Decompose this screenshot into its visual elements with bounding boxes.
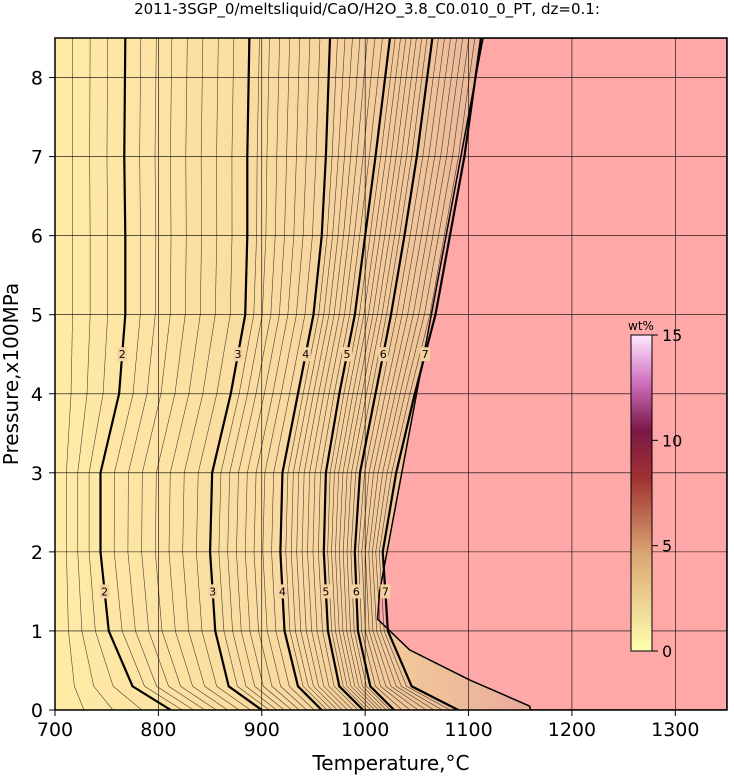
contour-label-bg xyxy=(300,347,311,362)
colorbar-tick-label: 0 xyxy=(662,642,672,661)
minor-contour xyxy=(358,38,439,710)
contour-label-bg xyxy=(99,584,110,599)
minor-contour xyxy=(218,38,270,710)
minor-contour xyxy=(244,38,292,710)
x-tick-label: 700 xyxy=(37,719,73,741)
y-tick-label: 3 xyxy=(31,463,43,485)
contour-label-bg xyxy=(380,584,391,599)
contour-label-bg xyxy=(378,347,389,362)
colorbar xyxy=(630,334,653,652)
minor-contour xyxy=(285,38,338,710)
contour-label: 6 xyxy=(380,348,387,361)
contour-label-bg xyxy=(207,584,218,599)
minor-contour xyxy=(339,38,412,710)
minor-contour xyxy=(253,38,301,710)
minor-contour xyxy=(236,38,285,710)
minor-contour xyxy=(271,38,321,710)
y-tick-label: 4 xyxy=(31,384,43,406)
colorbar-label: wt% xyxy=(628,319,654,333)
y-axis-label: Pressure,x100MPa xyxy=(0,283,23,465)
minor-contour xyxy=(361,38,445,710)
contour-label: 3 xyxy=(209,585,216,598)
x-tick-label: 1300 xyxy=(651,719,699,741)
contour-line xyxy=(99,38,172,710)
y-tick-label: 5 xyxy=(31,305,43,327)
contour-label: 4 xyxy=(302,348,309,361)
y-tick-label: 0 xyxy=(31,700,43,722)
x-tick-label: 900 xyxy=(244,719,280,741)
minor-contour xyxy=(182,38,240,710)
x-tick-label: 800 xyxy=(140,719,176,741)
contour-line xyxy=(279,38,332,710)
minor-contour xyxy=(375,38,470,710)
minor-contour xyxy=(154,38,217,710)
chart-title: 2011-3SGP_0/meltsliquid/CaO/H2O_3.8_C0.0… xyxy=(134,0,600,19)
minor-contour xyxy=(301,38,361,710)
contour-line xyxy=(322,38,392,710)
y-tick-label: 7 xyxy=(31,147,43,169)
contour-line xyxy=(208,38,263,710)
contour-label-bg xyxy=(277,584,288,599)
contour-label-bg xyxy=(420,347,431,362)
minor-contour xyxy=(371,38,464,710)
minor-contour xyxy=(331,38,401,710)
minor-contour xyxy=(66,38,85,710)
minor-contour xyxy=(312,38,376,710)
minor-contour xyxy=(335,38,407,710)
minor-contour xyxy=(364,38,451,710)
y-tick-label: 6 xyxy=(31,226,43,248)
x-tick-label: 1000 xyxy=(341,719,389,741)
minor-contour xyxy=(113,38,183,710)
minor-contour xyxy=(350,38,428,710)
x-tick-label: 1200 xyxy=(548,719,596,741)
contour-label: 4 xyxy=(279,585,286,598)
minor-contour xyxy=(368,38,457,710)
x-axis-label: Temperature,°C xyxy=(311,751,469,775)
minor-contour xyxy=(290,38,346,710)
contour-label: 7 xyxy=(422,348,429,361)
y-tick-label: 8 xyxy=(31,68,43,90)
minor-contour xyxy=(318,38,383,710)
minor-contour xyxy=(342,38,417,710)
contour-label: 5 xyxy=(322,585,329,598)
plot-frame xyxy=(54,37,728,711)
minor-contour xyxy=(262,38,311,710)
contour-line xyxy=(353,38,434,710)
contour-label: 2 xyxy=(119,348,126,361)
minor-contour xyxy=(88,38,143,710)
contour-label-bg xyxy=(351,584,362,599)
contour-label: 7 xyxy=(382,585,389,598)
contour-label-bg xyxy=(232,347,243,362)
y-tick-label: 1 xyxy=(31,621,43,643)
minor-contour xyxy=(327,38,396,710)
minor-contour xyxy=(378,38,476,710)
minor-contour xyxy=(346,38,423,710)
minor-contour xyxy=(227,38,277,710)
contour-label-bg xyxy=(320,584,331,599)
minor-contour xyxy=(168,38,228,710)
x-tick-label: 1100 xyxy=(444,719,492,741)
minor-contour xyxy=(296,38,353,710)
colorbar-tick-label: 15 xyxy=(662,326,682,345)
contour-label: 5 xyxy=(344,348,351,361)
contour-label: 2 xyxy=(101,585,108,598)
minor-contour xyxy=(127,38,194,710)
minor-contour xyxy=(77,38,114,710)
minor-contour xyxy=(196,38,251,710)
contour-label: 3 xyxy=(234,348,241,361)
colorbar-tick-label: 10 xyxy=(662,431,682,450)
contour-label: 6 xyxy=(353,585,360,598)
contour-label-bg xyxy=(342,347,353,362)
contour-line xyxy=(381,38,483,710)
y-tick-label: 2 xyxy=(31,542,43,564)
contour-label-bg xyxy=(117,347,128,362)
minor-contour xyxy=(307,38,368,710)
colorbar-tick-label: 5 xyxy=(662,537,672,556)
